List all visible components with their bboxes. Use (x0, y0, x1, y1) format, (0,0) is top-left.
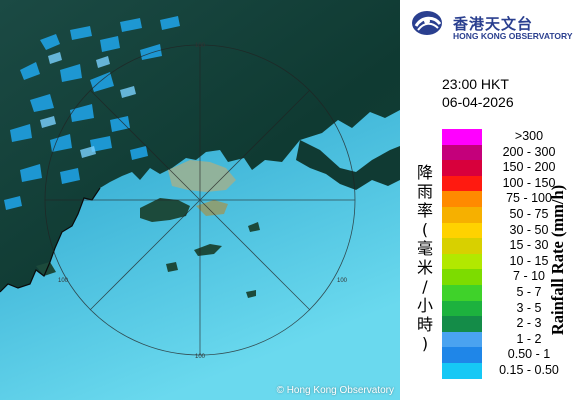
hko-logo-icon (412, 11, 442, 35)
legend-swatch (442, 191, 482, 207)
small-island (246, 290, 256, 298)
logo-name-en: HONG KONG OBSERVATORY (453, 31, 573, 41)
small-island (166, 262, 178, 272)
legend-label: >300 (514, 129, 544, 143)
legend-swatch (442, 206, 482, 223)
radar-map: 100 100 100 100 © Hong Kong Observatory (0, 0, 400, 400)
legend-title-cn-char: 降 (416, 163, 433, 182)
legend-swatch (442, 222, 482, 239)
legend-swatch (442, 300, 482, 317)
legend-label: 150 - 200 (502, 160, 556, 175)
legend-title-cn: 降雨率(毫米 / 小時) (410, 163, 440, 383)
range-rings (44, 44, 356, 356)
legend-title-en-wrap: Rainfall Rate (mm/h) (548, 185, 568, 335)
legend-title-cn-char: 雨 (416, 182, 433, 201)
range-label-southwest: 100 (58, 278, 69, 284)
legend-swatch (442, 129, 482, 145)
legend-label: 5 - 7 (516, 284, 542, 299)
legend-title-cn-char: ) (421, 334, 429, 353)
rain-echoes (4, 16, 180, 210)
copyright-text: © Hong Kong Observatory (276, 385, 394, 396)
hko-logo: 香港天文台 HONG KONG OBSERVATORY (410, 6, 575, 41)
legend-swatch (442, 347, 482, 363)
legend-label: 10 - 15 (509, 253, 549, 268)
legend-title-cn-char: 時 (416, 315, 433, 334)
timestamp-time: 23:00 HKT (442, 76, 509, 92)
legend-swatch (442, 175, 482, 192)
small-island (248, 222, 260, 232)
legend-label: 2 - 3 (516, 316, 542, 331)
legend-title-cn-char: 小 (416, 296, 433, 315)
timestamp-date: 06-04-2026 (442, 94, 514, 110)
legend-swatch (442, 331, 482, 348)
legend-label: 3 - 5 (516, 300, 542, 315)
lantau-island (140, 198, 190, 222)
legend-label: 15 - 30 (509, 238, 549, 253)
range-label-south: 100 (195, 354, 206, 360)
small-island (194, 244, 222, 256)
legend-title-en: Rainfall Rate (mm/h) (548, 184, 567, 336)
legend-swatch (442, 284, 482, 301)
legend-panel: 香港天文台 HONG KONG OBSERVATORY 23:00 HKT 06… (400, 0, 577, 400)
radar-map-canvas: 100 100 100 100 (0, 0, 400, 400)
legend-title-cn-char: ( (421, 220, 429, 239)
legend-label: 50 - 75 (509, 206, 549, 221)
small-island (36, 262, 56, 276)
legend-label: 0.50 - 1 (507, 347, 551, 362)
legend-swatch (442, 144, 482, 161)
legend-title-cn-char: 米 (416, 258, 433, 277)
legend-title-cn-char: 毫 (416, 239, 433, 258)
range-label-north: 100 (195, 43, 206, 49)
legend-label: 100 - 150 (502, 175, 556, 190)
legend-label: 75 - 100 (506, 191, 552, 206)
legend-title-cn-char: 率 (416, 201, 433, 220)
rain-echoes-light (40, 52, 136, 158)
eastern-headland (296, 140, 400, 190)
legend-label: 200 - 300 (502, 144, 556, 159)
kowloon-urban (168, 160, 236, 192)
legend-swatch (442, 238, 482, 254)
range-label-southeast: 100 (337, 278, 348, 284)
legend-swatch (442, 316, 482, 332)
coast-outline (0, 187, 101, 293)
legend-label: 7 - 10 (513, 269, 545, 284)
legend-label: 0.15 - 0.50 (499, 362, 559, 377)
legend-swatch (442, 253, 482, 270)
legend-label: 1 - 2 (516, 331, 542, 346)
logo-name-cn: 香港天文台 (453, 15, 534, 33)
legend-swatch (442, 269, 482, 285)
legend-title-cn-char: / (422, 277, 428, 296)
legend-swatch (442, 160, 482, 176)
legend-swatch (442, 362, 482, 379)
legend-label: 30 - 50 (509, 222, 549, 237)
